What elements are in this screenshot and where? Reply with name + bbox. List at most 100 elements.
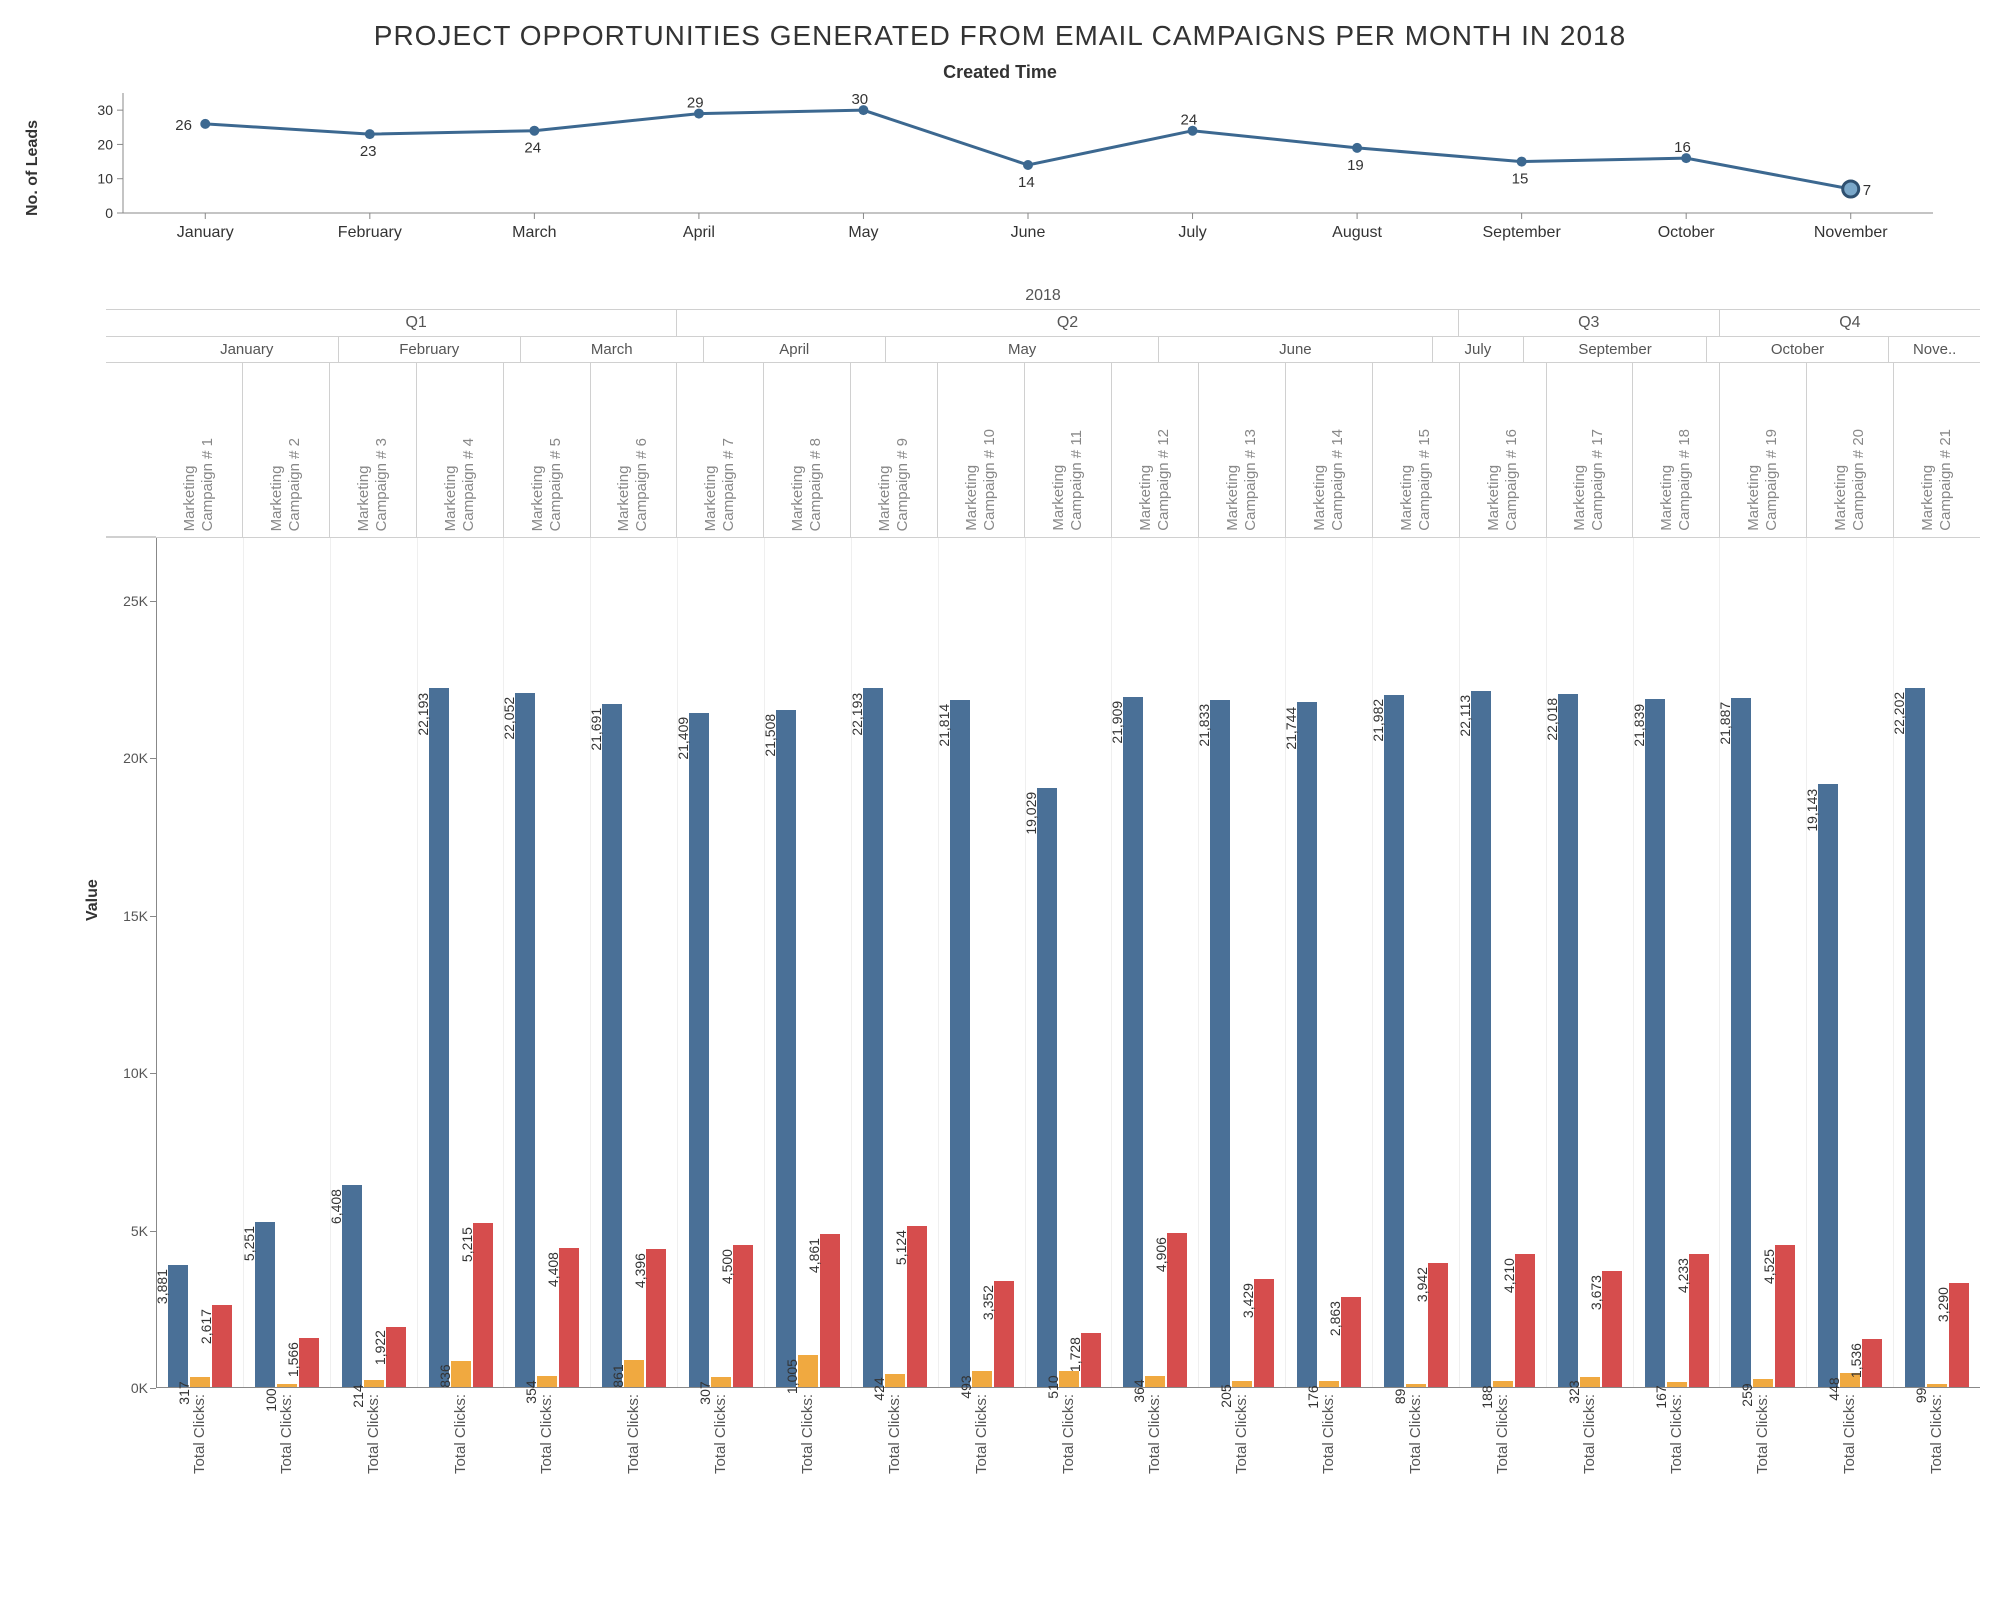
footer-cell: Total Clicks: xyxy=(156,1388,243,1518)
bar-blue-label: 3,881 xyxy=(154,1265,170,1304)
month-label: October xyxy=(1707,337,1890,363)
line-x-label: February xyxy=(338,224,402,241)
bar-orange-label: 317 xyxy=(176,1377,192,1404)
campaign-name: MarketingCampaign # 2 xyxy=(268,438,304,531)
bar-group: 21,4093074,500 xyxy=(678,538,765,1387)
footer-cell: Total Clicks: xyxy=(1025,1388,1112,1518)
campaign-name: MarketingCampaign # 6 xyxy=(615,438,651,531)
bar-orange-label: 100 xyxy=(263,1384,279,1411)
bar-orange-label: 424 xyxy=(871,1374,887,1401)
line-value-label: 29 xyxy=(687,95,704,112)
bar-orange-label: 1,005 xyxy=(784,1355,800,1394)
line-marker xyxy=(1023,160,1033,170)
bar-red-label: 4,210 xyxy=(1501,1254,1517,1293)
footer-cell: Total Clicks: xyxy=(1719,1388,1806,1518)
bar-orange-label: 307 xyxy=(697,1377,713,1404)
campaign-header: MarketingCampaign # 6 xyxy=(591,363,678,537)
bar-blue-label: 22,052 xyxy=(501,693,517,740)
bar-red-label: 3,352 xyxy=(980,1281,996,1320)
footer-cell: Total Clicks: xyxy=(1372,1388,1459,1518)
bar-group: 22,202993,290 xyxy=(1894,538,1980,1387)
campaign-header: MarketingCampaign # 12 xyxy=(1112,363,1199,537)
bar-blue-label: 22,018 xyxy=(1544,694,1560,741)
bar-red: 3,352 xyxy=(994,1281,1014,1387)
footer-cell: Total Clicks: xyxy=(851,1388,938,1518)
bar-red: 4,906 xyxy=(1167,1233,1187,1387)
footer-cell: Total Clicks: xyxy=(1198,1388,1285,1518)
bar-y-ticks: 0K5K10K15K20K25K xyxy=(106,538,156,1388)
bar-red-label: 4,408 xyxy=(545,1248,561,1287)
bar-red-label: 3,673 xyxy=(1588,1271,1604,1310)
month-label: March xyxy=(521,337,704,363)
quarter-label: Q2 xyxy=(677,310,1458,337)
footer-label: Total Clicks: xyxy=(625,1394,642,1474)
bar-groups: 3,8813172,6175,2511001,5666,4082141,9222… xyxy=(156,538,1980,1388)
bar-blue: 21,887 xyxy=(1731,698,1751,1387)
campaign-name: MarketingCampaign # 10 xyxy=(963,429,999,531)
bar-blue-label: 21,909 xyxy=(1109,697,1125,744)
bar-red-label: 3,429 xyxy=(1240,1279,1256,1318)
bar-header-campaigns: MarketingCampaign # 1 MarketingCampaign #… xyxy=(106,363,1980,538)
campaign-name: MarketingCampaign # 9 xyxy=(876,438,912,531)
footer-label: Total Clicks: xyxy=(452,1394,469,1474)
campaign-header: MarketingCampaign # 1 xyxy=(156,363,243,537)
bar-blue: 21,909 xyxy=(1123,697,1143,1387)
bar-group: 21,8872594,525 xyxy=(1720,538,1807,1387)
campaign-header: MarketingCampaign # 3 xyxy=(330,363,417,537)
campaign-name: MarketingCampaign # 11 xyxy=(1050,430,1086,531)
bar-y-tick: 15K xyxy=(123,908,148,924)
bar-red-label: 4,525 xyxy=(1761,1245,1777,1284)
bar-group: 19,0295101,728 xyxy=(1026,538,1113,1387)
line-x-label: September xyxy=(1483,224,1562,241)
bar-group: 22,1938365,215 xyxy=(418,538,505,1387)
line-y-tick: 10 xyxy=(97,171,113,187)
bar-orange: 89 xyxy=(1406,1384,1426,1387)
campaign-header: MarketingCampaign # 5 xyxy=(504,363,591,537)
bar-red-label: 4,500 xyxy=(719,1245,735,1284)
campaign-header: MarketingCampaign # 9 xyxy=(851,363,938,537)
footer-cell: Total Clicks: xyxy=(590,1388,677,1518)
bar-blue: 22,193 xyxy=(429,688,449,1387)
bar-red: 5,124 xyxy=(907,1226,927,1387)
campaign-header: MarketingCampaign # 7 xyxy=(677,363,764,537)
bar-blue: 21,508 xyxy=(776,710,796,1387)
bar-y-tick: 5K xyxy=(131,1223,148,1239)
footer-label: Total Clicks: xyxy=(191,1394,208,1474)
campaign-name: MarketingCampaign # 4 xyxy=(442,438,478,531)
bar-blue-label: 21,508 xyxy=(762,710,778,757)
month-label: May xyxy=(886,337,1159,363)
bar-red: 5,215 xyxy=(473,1223,493,1387)
campaign-name: MarketingCampaign # 1 xyxy=(181,438,217,531)
bar-group: 21,8332053,429 xyxy=(1199,538,1286,1387)
bar-group: 22,0523544,408 xyxy=(504,538,591,1387)
bar-group: 21,8391674,233 xyxy=(1634,538,1721,1387)
quarter-label: Q3 xyxy=(1459,310,1720,337)
line-x-label: May xyxy=(848,224,878,241)
footer-cell: Total Clicks: xyxy=(764,1388,851,1518)
bar-blue-label: 19,143 xyxy=(1804,784,1820,831)
footer-label: Total Clicks: xyxy=(1928,1394,1945,1474)
bar-blue: 22,202 xyxy=(1905,688,1925,1387)
bar-red: 1,566 xyxy=(299,1338,319,1387)
campaign-name: MarketingCampaign # 18 xyxy=(1658,429,1694,531)
bar-footer: Total Clicks:Total Clicks:Total Clicks:T… xyxy=(156,1388,1980,1518)
bar-orange: 307 xyxy=(711,1377,731,1387)
bar-orange: 364 xyxy=(1145,1376,1165,1387)
line-x-label: January xyxy=(177,224,234,241)
footer-label: Total Clicks: xyxy=(799,1394,816,1474)
campaign-name: MarketingCampaign # 14 xyxy=(1311,429,1347,531)
campaign-name: MarketingCampaign # 17 xyxy=(1571,429,1607,531)
bar-group: 21,8144933,352 xyxy=(939,538,1026,1387)
bar-red: 4,525 xyxy=(1775,1245,1795,1387)
line-x-label: August xyxy=(1332,224,1382,241)
footer-cell: Total Clicks: xyxy=(1111,1388,1198,1518)
bar-blue-label: 21,744 xyxy=(1283,702,1299,749)
line-y-tick: 30 xyxy=(97,102,113,118)
line-x-label: October xyxy=(1658,224,1716,241)
footer-label: Total Clicks: xyxy=(973,1394,990,1474)
line-y-tick: 20 xyxy=(97,136,113,152)
footer-cell: Total Clicks: xyxy=(1285,1388,1372,1518)
bar-orange: 214 xyxy=(364,1380,384,1387)
campaign-header: MarketingCampaign # 18 xyxy=(1633,363,1720,537)
bar-orange-label: 354 xyxy=(523,1376,539,1403)
